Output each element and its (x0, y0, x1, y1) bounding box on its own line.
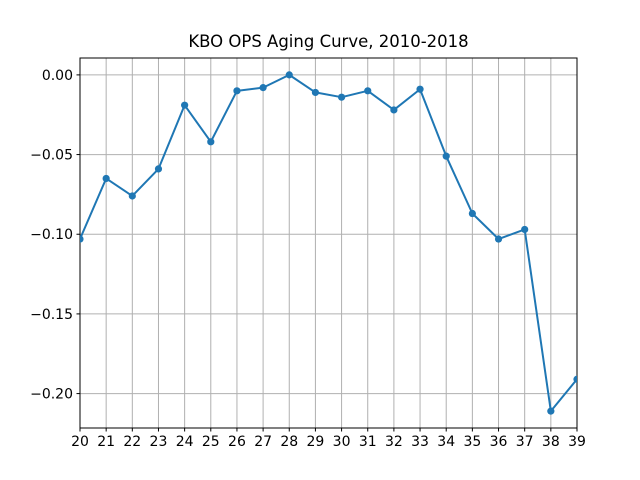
x-tick-label: 24 (176, 434, 194, 450)
data-point-marker (573, 375, 577, 383)
x-tick-label: 36 (490, 434, 508, 450)
x-tick-label: 28 (280, 434, 298, 450)
x-tick-label: 25 (202, 434, 220, 450)
data-point-marker (494, 235, 503, 243)
x-tick-label: 22 (123, 434, 141, 450)
data-point-marker (285, 71, 293, 79)
x-tick-label: 37 (516, 434, 534, 450)
tick-labels: 20 21 22 23 24 25 26 27 28 29 30 31 32 33 34 35 36 37 38 39… (30, 68, 586, 450)
x-tick-label: 26 (228, 434, 246, 450)
data-point-marker (416, 85, 424, 93)
data-point-marker (337, 93, 346, 101)
data-point-marker (233, 87, 241, 95)
chart-title: KBO OPS Aging Curve, 2010-2018 (188, 32, 468, 51)
axis-ticks (76, 74, 578, 432)
y-tick-label: 0.00 (42, 68, 73, 84)
ops-curve-series (80, 71, 577, 415)
ops-curve-line (80, 73, 577, 413)
x-tick-label: 33 (411, 434, 429, 450)
x-tick-label: 39 (568, 434, 586, 450)
data-point-marker (102, 174, 110, 183)
data-point-marker (364, 87, 372, 95)
x-tick-label: 31 (359, 434, 377, 450)
data-point-marker (390, 106, 398, 114)
gridlines (79, 58, 578, 428)
x-tick-label: 34 (437, 434, 455, 450)
data-point-marker (154, 165, 163, 173)
y-tick-label: −0.10 (30, 227, 73, 243)
y-tick-label: −0.05 (30, 148, 73, 164)
data-point-marker (181, 101, 189, 109)
data-point-marker (521, 225, 529, 234)
data-point-marker (259, 84, 267, 92)
plot-border (79, 57, 578, 429)
x-tick-label: 20 (71, 434, 89, 450)
x-tick-label: 32 (385, 434, 403, 450)
x-tick-label: 35 (463, 434, 481, 450)
data-point-marker (207, 138, 215, 146)
x-tick-label: 30 (333, 434, 351, 450)
x-tick-label: 23 (150, 434, 168, 450)
x-tick-label: 29 (307, 434, 325, 450)
data-point-marker (311, 88, 320, 97)
data-point-marker (128, 192, 136, 200)
data-point-marker (547, 407, 555, 415)
x-tick-label: 21 (97, 434, 115, 450)
y-tick-label: −0.15 (30, 307, 73, 323)
x-tick-label: 27 (254, 434, 272, 450)
data-point-marker (442, 152, 450, 160)
data-point-marker (468, 209, 476, 218)
y-tick-label: −0.20 (30, 387, 73, 403)
axes-spines (79, 57, 578, 429)
data-point-marker (80, 235, 84, 243)
x-tick-label: 38 (542, 434, 560, 450)
